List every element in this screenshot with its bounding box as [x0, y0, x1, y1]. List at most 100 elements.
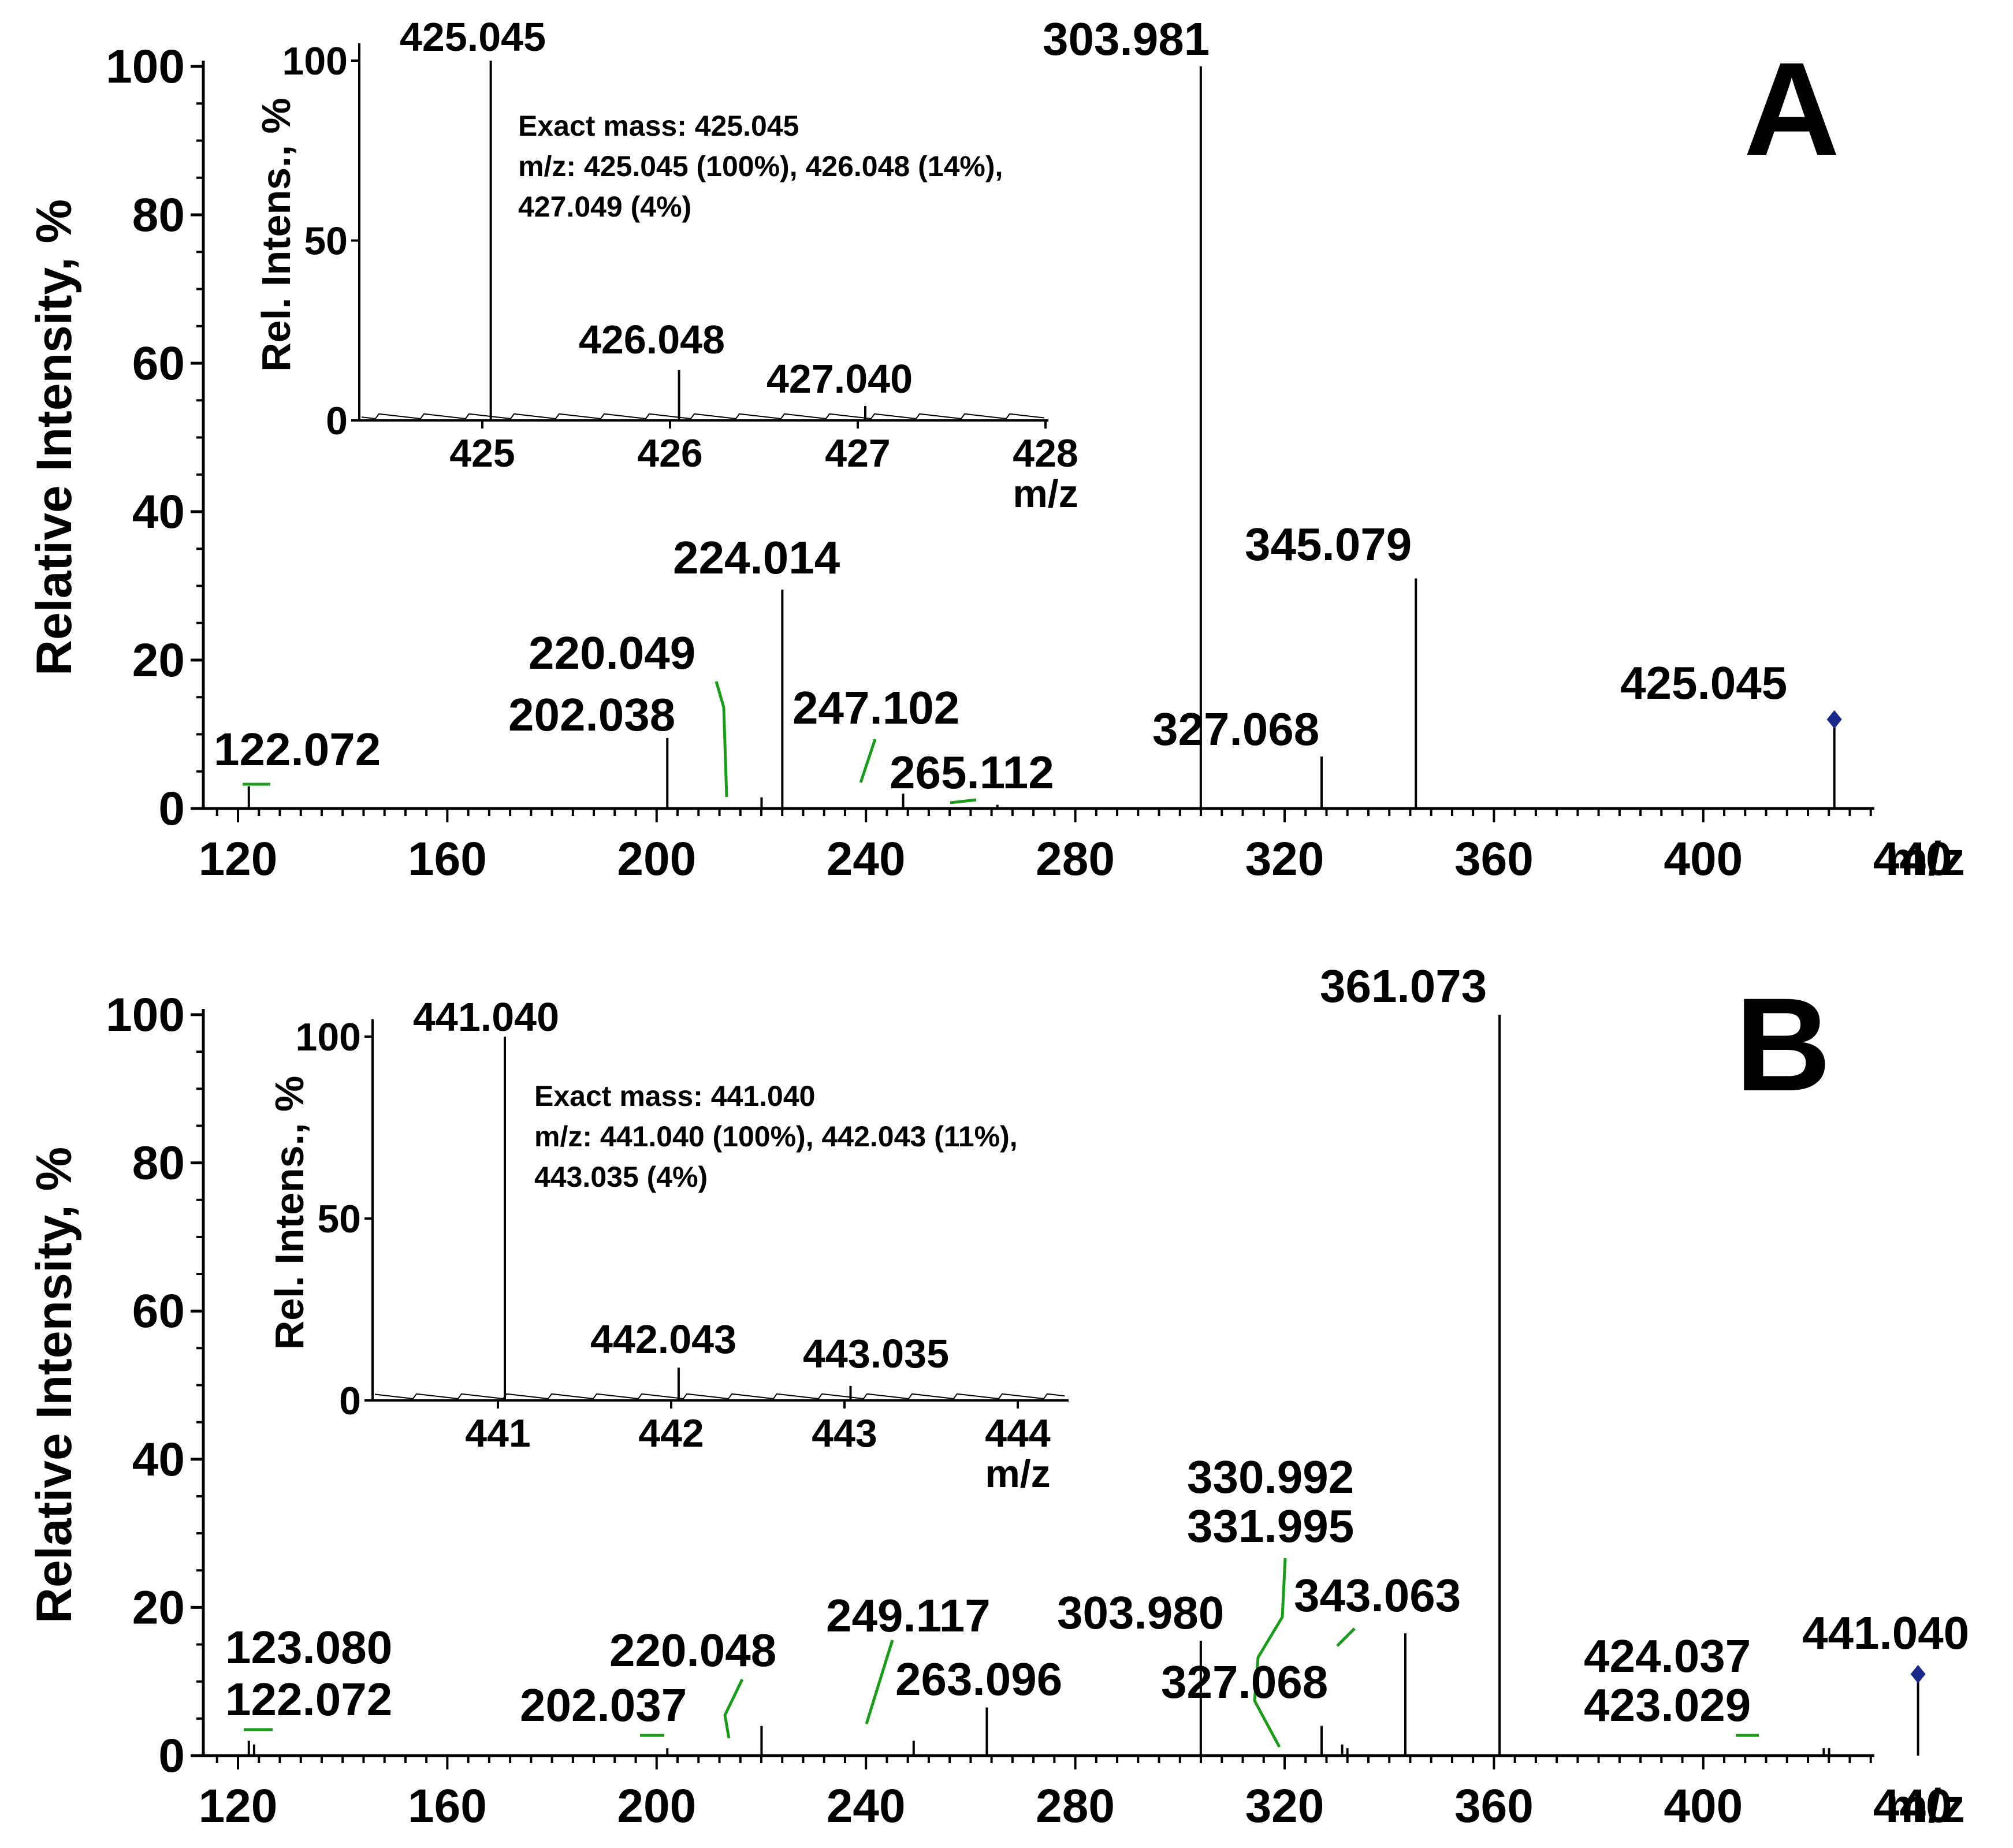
x-tick-label: 440 [1873, 833, 1952, 885]
x-tick-label: 240 [827, 833, 906, 885]
y-tick-label: 0 [158, 1730, 185, 1782]
peak-label: 263.096 [895, 1653, 1062, 1705]
x-tick-label: 400 [1664, 833, 1743, 885]
peak-label: 265.112 [890, 747, 1054, 798]
inset-x-tick-label: 441 [465, 1411, 530, 1455]
peak-label: 247.102 [792, 682, 959, 733]
peak-label: 331.995 [1187, 1500, 1354, 1552]
x-tick-label: 160 [408, 1780, 487, 1832]
inset-y-tick-label: 50 [317, 1197, 361, 1241]
inset-x-tick-label: 427 [825, 431, 890, 475]
inset-x-tick-label: 426 [637, 431, 702, 475]
inset-annotation-line: m/z: 441.040 (100%), 442.043 (11%), [534, 1120, 1018, 1153]
peak-label: 122.072 [214, 724, 381, 775]
inset-annotation-line: 443.035 (4%) [534, 1161, 708, 1193]
x-tick-label: 160 [408, 833, 487, 885]
inset-annotation-line: 427.049 (4%) [518, 191, 691, 223]
x-tick-label: 120 [199, 1780, 278, 1832]
peak-label: 424.037 [1584, 1630, 1751, 1682]
x-tick-label: 400 [1664, 1780, 1743, 1832]
x-tick-label: 280 [1036, 833, 1115, 885]
label-leader-line [859, 739, 877, 783]
x-tick-label: 360 [1454, 833, 1534, 885]
y-tick-label: 60 [132, 337, 185, 390]
x-tick-label: 320 [1245, 1780, 1324, 1832]
inset-y-tick-label: 0 [326, 399, 348, 443]
x-tick-label: 120 [199, 833, 278, 885]
y-tick-label: 0 [158, 783, 185, 835]
inset-peak-label: 441.040 [413, 994, 559, 1040]
inset-y-tick-label: 50 [304, 219, 348, 263]
y-tick-label: 40 [132, 486, 185, 538]
inset-y-tick-label: 0 [339, 1379, 361, 1423]
inset-y-tick-label: 100 [282, 39, 348, 83]
inset-baseline-noise [374, 1393, 1065, 1400]
x-tick-label: 320 [1245, 833, 1324, 885]
peak-label: 441.040 [1802, 1607, 1969, 1659]
x-tick-label: 200 [617, 1780, 696, 1832]
peak-label: 327.068 [1152, 703, 1319, 755]
x-tick-label: 240 [827, 1780, 906, 1832]
y-tick-label: 40 [132, 1433, 185, 1486]
label-leader-line [865, 1640, 894, 1724]
y-tick-label: 80 [132, 1137, 185, 1190]
x-axis-title: m/z [1886, 833, 1965, 885]
x-axis-title: m/z [1886, 1780, 1965, 1832]
label-leader-line [950, 798, 977, 804]
peak-label: 425.045 [1620, 657, 1787, 709]
label-leader-line [1336, 1627, 1356, 1647]
y-tick-label: 20 [132, 1581, 185, 1634]
inset-peak-label: 425.045 [400, 14, 546, 59]
label-leader-line [1253, 1558, 1287, 1748]
peak-label: 224.014 [673, 532, 840, 583]
precursor-marker [1826, 710, 1842, 729]
peak-label: 303.980 [1057, 1587, 1224, 1638]
inset-annotation-line: Exact mass: 441.040 [534, 1080, 815, 1112]
label-leader-line [723, 1678, 744, 1739]
inset-x-tick-label: 444 [985, 1411, 1051, 1455]
y-axis-title: Relative Intensity, % [27, 199, 82, 676]
peak-label: 345.079 [1245, 519, 1412, 570]
inset-x-tick-label: 442 [638, 1411, 704, 1455]
inset-x-tick-label: 443 [812, 1411, 877, 1455]
panel-letter: A [1744, 35, 1840, 183]
peak-label: 220.048 [609, 1625, 776, 1676]
inset-peak-label: 443.035 [803, 1331, 949, 1376]
inset-x-axis-title: m/z [1013, 472, 1078, 516]
peak-label: 327.068 [1161, 1656, 1328, 1708]
inset-x-tick-label: 425 [449, 431, 515, 475]
y-tick-label: 100 [106, 40, 185, 93]
peak-label: 123.080 [225, 1622, 392, 1673]
inset-y-tick-label: 100 [296, 1015, 361, 1059]
inset-peak-label: 442.043 [590, 1317, 736, 1362]
inset-baseline-noise [361, 413, 1045, 420]
inset-x-axis-title: m/z [985, 1452, 1050, 1496]
x-tick-label: 440 [1873, 1780, 1952, 1832]
peak-label: 202.038 [508, 689, 675, 740]
y-tick-label: 100 [106, 989, 185, 1041]
peak-label: 343.063 [1294, 1570, 1461, 1621]
panel-letter: B [1735, 970, 1831, 1119]
peak-label: 202.037 [520, 1679, 687, 1731]
peak-label: 361.073 [1320, 960, 1487, 1012]
x-tick-label: 280 [1036, 1780, 1115, 1832]
inset-y-axis-title: Rel. Intens., % [254, 98, 299, 372]
inset-annotation-line: m/z: 425.045 (100%), 426.048 (14%), [518, 150, 1003, 182]
x-tick-label: 200 [617, 833, 696, 885]
peak-label: 220.049 [529, 627, 695, 679]
peak-label: 303.981 [1043, 13, 1210, 65]
y-tick-label: 20 [132, 634, 185, 687]
peak-label: 122.072 [225, 1674, 392, 1725]
x-tick-label: 360 [1454, 1780, 1534, 1832]
inset-annotation-line: Exact mass: 425.045 [518, 110, 799, 142]
precursor-marker [1910, 1664, 1926, 1683]
y-axis-title: Relative Intensity, % [27, 1147, 82, 1623]
label-leader-line [715, 681, 728, 798]
inset-y-axis-title: Rel. Intens., % [267, 1076, 312, 1350]
y-tick-label: 80 [132, 189, 185, 241]
